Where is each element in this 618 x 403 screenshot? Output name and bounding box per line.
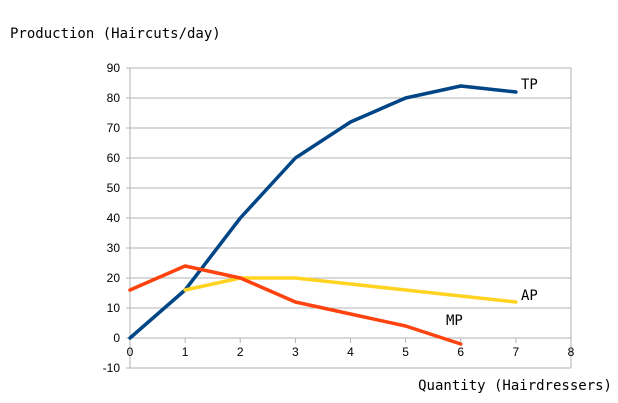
x-tick-label: 3 — [292, 345, 299, 359]
axes — [126, 67, 572, 369]
x-axis-label: Quantity (Hairdressers) — [418, 378, 612, 394]
x-tick-label: 2 — [237, 345, 244, 359]
y-tick-label: 20 — [107, 271, 121, 285]
x-tick-label: 8 — [568, 345, 575, 359]
series-ap-line — [183, 276, 518, 304]
y-tick-label: 40 — [107, 211, 121, 225]
y-tick-label: 50 — [107, 181, 121, 195]
tick-labels: 90 80 70 60 50 40 30 20 10 0 -10 0 1 2 3 4 5 6 7 8 — [103, 61, 575, 375]
x-tick-label: 5 — [402, 345, 409, 359]
y-tick-label: 30 — [107, 241, 121, 255]
series-labels: TP AP MP — [446, 77, 538, 329]
y-tick-label: 80 — [107, 91, 121, 105]
x-tick-label: 4 — [347, 345, 354, 359]
series-label-mp: MP — [446, 313, 463, 329]
x-tick-label: 6 — [457, 345, 464, 359]
x-tick-label: 0 — [127, 345, 134, 359]
series-label-tp: TP — [521, 77, 538, 93]
grid — [130, 67, 571, 369]
y-tick-label: 10 — [107, 301, 121, 315]
series-mp-line — [128, 264, 463, 346]
x-tick-label: 1 — [182, 345, 189, 359]
y-axis-label: Production (Haircuts/day) — [10, 26, 221, 42]
y-tick-label: -10 — [103, 361, 121, 375]
y-tick-label: 90 — [107, 61, 121, 75]
y-tick-label: 70 — [107, 121, 121, 135]
series-lines — [128, 84, 518, 346]
y-tick-label: 60 — [107, 151, 121, 165]
x-tick-label: 7 — [513, 345, 520, 359]
y-tick-label: 0 — [113, 331, 120, 345]
series-tp-line — [128, 84, 518, 340]
series-label-ap: AP — [521, 288, 538, 304]
